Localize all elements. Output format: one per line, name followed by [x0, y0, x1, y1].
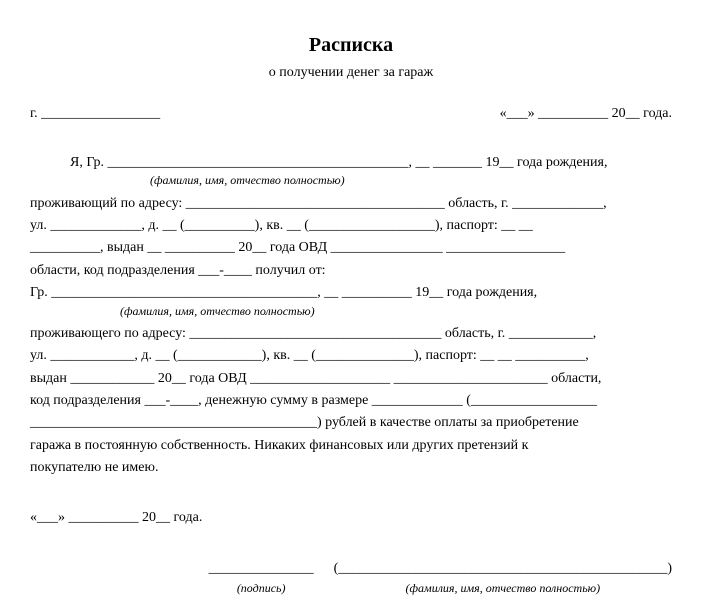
document-title: Расписка — [30, 30, 672, 60]
signature-line: _______________ — [209, 558, 314, 579]
body-line-9: выдан ____________ 20__ года ОВД _______… — [30, 368, 672, 390]
body-line-2: проживающий по адресу: _________________… — [30, 193, 672, 215]
body-line-11: ________________________________________… — [30, 412, 672, 434]
body-line-10: код подразделения ___-____, денежную сум… — [30, 390, 672, 412]
fullname-block: (_______________________________________… — [334, 558, 672, 597]
document-body: Я, Гр. _________________________________… — [30, 152, 672, 479]
hint-fullname-1: (фамилия, имя, отчество полностью) — [30, 171, 672, 190]
body-line-12: гаража в постоянную собственность. Никак… — [30, 435, 672, 457]
body-line-3: ул. _____________, д. __ (__________), к… — [30, 215, 672, 237]
header-row: г. _________________ «___» __________ 20… — [30, 103, 672, 124]
header-date: «___» __________ 20__ года. — [500, 103, 672, 124]
fullname-label: (фамилия, имя, отчество полностью) — [334, 579, 672, 597]
signature-block: _______________ (подпись) — [209, 558, 314, 597]
body-line-8: ул. ____________, д. __ (____________), … — [30, 345, 672, 367]
fullname-line: (_______________________________________… — [334, 558, 672, 579]
footer-date: «___» __________ 20__ года. — [30, 507, 672, 528]
document-subtitle: о получении денег за гараж — [30, 62, 672, 83]
body-line-13: покупателю не имею. — [30, 457, 672, 479]
signature-row: _______________ (подпись) (_____________… — [30, 558, 672, 597]
body-line-4: __________, выдан __ __________ 20__ год… — [30, 237, 672, 259]
city-field: г. _________________ — [30, 103, 160, 124]
body-line-1: Я, Гр. _________________________________… — [30, 152, 672, 174]
body-line-5: области, код подразделения ___-____ полу… — [30, 260, 672, 282]
signature-label: (подпись) — [209, 579, 314, 597]
body-line-7: проживающего по адресу: ________________… — [30, 323, 672, 345]
